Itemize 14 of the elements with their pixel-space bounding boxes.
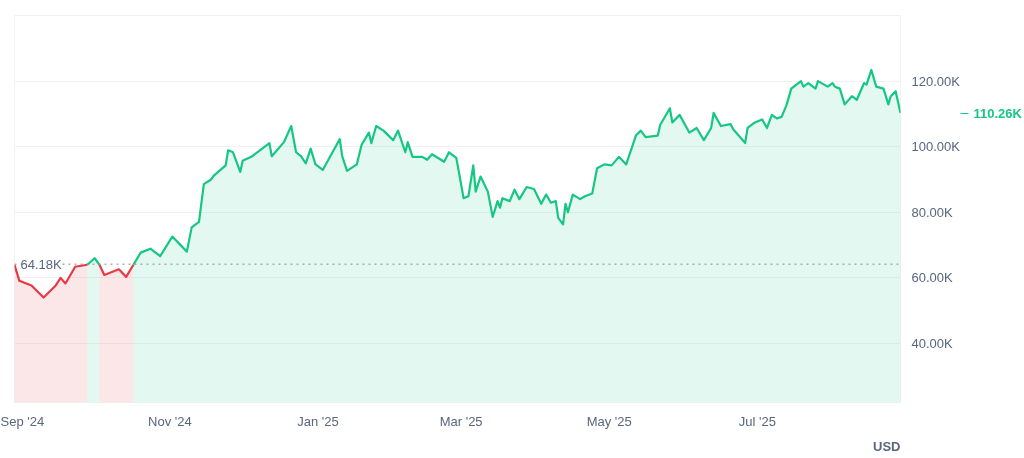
x-tick-label: Mar '25 [439, 413, 483, 429]
x-tick-label: Jul '25 [738, 413, 776, 429]
x-tick-label: Sep '24 [0, 413, 45, 429]
y-tick-label: 120.00K [911, 73, 961, 89]
y-tick-label: 40.00K [911, 335, 954, 351]
y-tick-label: 80.00K [911, 204, 954, 220]
ref-line-label: 64.18K [20, 256, 63, 272]
y-tick-label: 60.00K [911, 270, 954, 286]
y-tick-label: 100.00K [911, 139, 961, 155]
text: USD [873, 438, 901, 454]
x-tick-label: Nov '24 [148, 413, 192, 429]
text: 110.26K [973, 105, 1023, 121]
x-tick-label: Jan '25 [297, 413, 339, 429]
x-tick-label: May '25 [586, 413, 632, 429]
